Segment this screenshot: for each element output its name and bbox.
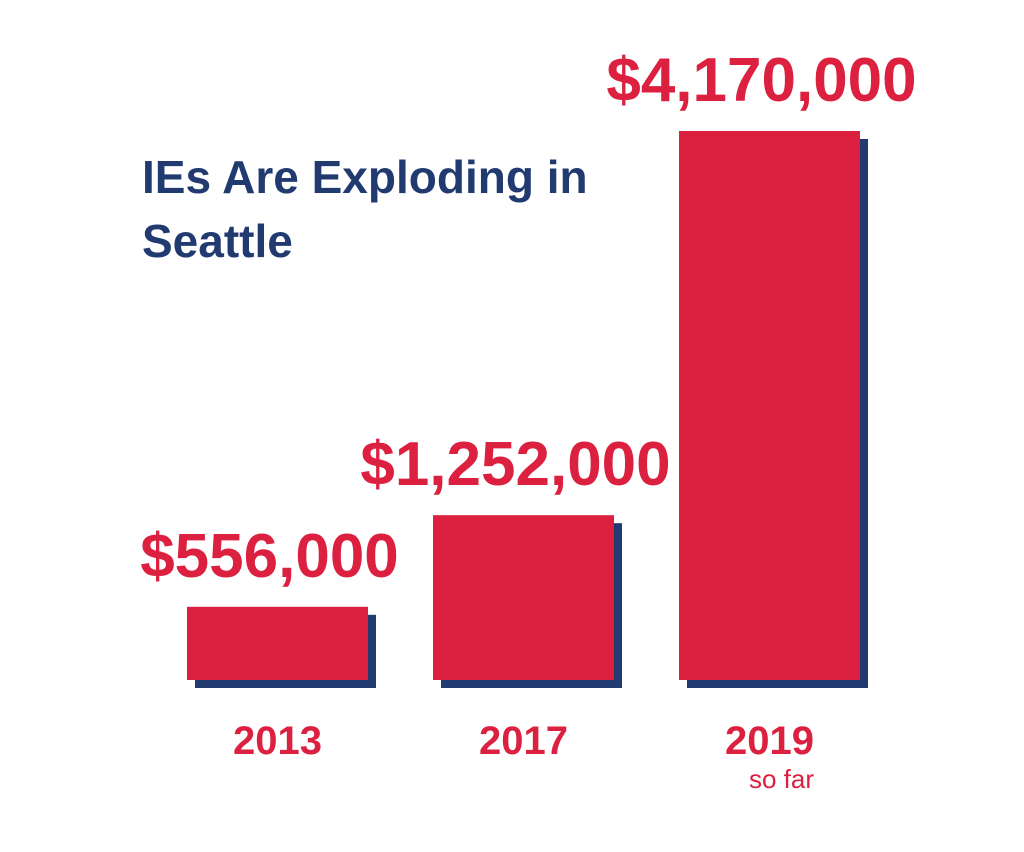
x-tick-label: 2013 <box>233 719 322 763</box>
bar <box>679 131 860 680</box>
value-label: $1,252,000 <box>360 430 670 499</box>
chart-title: IEs Are Exploding in Seattle <box>142 151 588 267</box>
bar <box>187 606 368 680</box>
annotation: so far <box>749 764 814 794</box>
value-label: $556,000 <box>140 522 399 591</box>
value-label: $4,170,000 <box>606 46 916 115</box>
x-tick-label: 2017 <box>479 719 568 763</box>
x-tick-label: 2019 <box>725 719 814 763</box>
bar <box>433 515 614 680</box>
